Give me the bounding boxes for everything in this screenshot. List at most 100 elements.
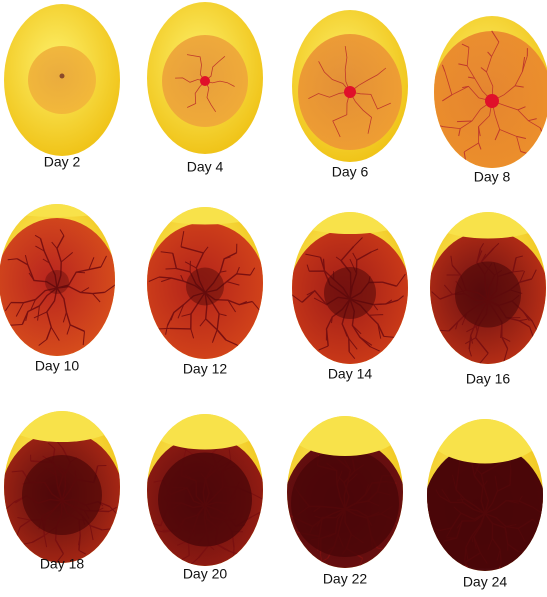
vein-branch — [33, 311, 48, 319]
vein — [349, 67, 387, 93]
vein-branch — [352, 252, 358, 261]
air-cell — [292, 212, 408, 234]
stage-label: Day 12 — [183, 361, 228, 377]
egg — [147, 207, 263, 359]
vein-branch — [89, 525, 94, 541]
vein-branch — [60, 252, 74, 263]
vein — [308, 91, 351, 99]
vein-branch — [66, 324, 71, 335]
vein — [56, 285, 105, 295]
vein-branch — [516, 135, 527, 139]
vein-branch — [468, 76, 475, 79]
vein-branch — [88, 257, 95, 270]
stage-label: Day 18 — [40, 556, 85, 572]
stage-label: Day 24 — [463, 574, 508, 590]
vein-branch — [431, 291, 441, 300]
vein — [491, 100, 521, 152]
embryo-spot — [59, 73, 65, 79]
embryo-spot — [485, 94, 499, 108]
vein-branch — [42, 258, 50, 264]
vein — [10, 287, 58, 304]
vein-branch — [17, 517, 31, 521]
vein — [16, 258, 58, 289]
vein-branch — [148, 276, 160, 282]
vein-branch — [92, 293, 101, 303]
vein-branch — [56, 441, 63, 449]
vein-branch — [7, 258, 18, 261]
vein-branch — [335, 256, 342, 262]
vein-branch — [37, 305, 40, 321]
vein-branch — [160, 251, 173, 254]
egg — [430, 212, 546, 364]
vein-branch — [78, 549, 87, 555]
vein — [491, 100, 541, 129]
egg — [292, 10, 408, 162]
vein-branch — [43, 535, 48, 548]
vein-branch — [518, 318, 528, 322]
vein-branch — [82, 331, 85, 346]
vein-branch — [501, 336, 511, 342]
vein-branch — [226, 281, 240, 286]
vein-branch — [62, 312, 67, 323]
vein — [349, 91, 391, 110]
vein-branch — [515, 255, 523, 259]
vein-branch — [528, 118, 537, 122]
vein-branch — [503, 348, 509, 363]
stage-label: Day 8 — [474, 169, 511, 185]
vein-branch — [181, 313, 192, 317]
vein-branch — [184, 261, 197, 269]
air-cell — [147, 207, 263, 225]
vein-branch — [55, 553, 64, 563]
vein-branch — [38, 339, 47, 346]
vein-branch — [517, 106, 526, 111]
vein — [443, 100, 493, 130]
embryo-spot — [344, 86, 356, 98]
vein-branch — [183, 446, 187, 459]
vein-branch — [373, 304, 379, 311]
vein-branch — [251, 301, 261, 311]
vein-branch — [318, 345, 329, 351]
vein-branch — [199, 318, 207, 327]
vein — [444, 71, 493, 102]
vein-branch — [225, 339, 240, 347]
egg — [0, 204, 115, 356]
vein-branch — [442, 94, 453, 102]
vein-branch — [153, 479, 164, 483]
vein-branch — [249, 267, 256, 276]
vein-branch — [180, 554, 190, 561]
embryo-mass — [455, 261, 521, 328]
air-cell — [147, 414, 263, 450]
embryo-mass — [186, 267, 224, 306]
air-cell — [430, 212, 546, 239]
vein — [186, 54, 206, 82]
vein — [204, 273, 251, 294]
vein-branch — [478, 142, 482, 150]
vein-branch — [47, 442, 56, 450]
vein — [175, 77, 206, 83]
stage-label: Day 22 — [323, 571, 368, 587]
air-cell — [4, 411, 120, 442]
egg — [4, 4, 120, 156]
vein-branch — [512, 270, 524, 273]
vein-branch — [359, 557, 364, 567]
vein-branch — [165, 325, 168, 335]
vein-branch — [35, 245, 45, 252]
vein — [466, 47, 493, 102]
vein-branch — [236, 266, 240, 274]
vein — [166, 291, 206, 326]
stage-label: Day 10 — [35, 358, 80, 374]
stage-label: Day 6 — [332, 164, 369, 180]
embryo-mass — [158, 452, 252, 547]
vein-branch — [100, 255, 107, 268]
vein-branch — [493, 242, 500, 249]
vein — [45, 287, 58, 340]
vein — [204, 292, 227, 341]
vein-branch — [50, 326, 60, 341]
vein-branch — [396, 273, 406, 287]
vein-branch — [370, 346, 380, 352]
vein-branch — [165, 268, 177, 270]
egg — [287, 416, 403, 568]
air-cell — [0, 204, 115, 217]
stage-label: Day 14 — [328, 366, 373, 382]
vein-branch — [51, 241, 58, 249]
